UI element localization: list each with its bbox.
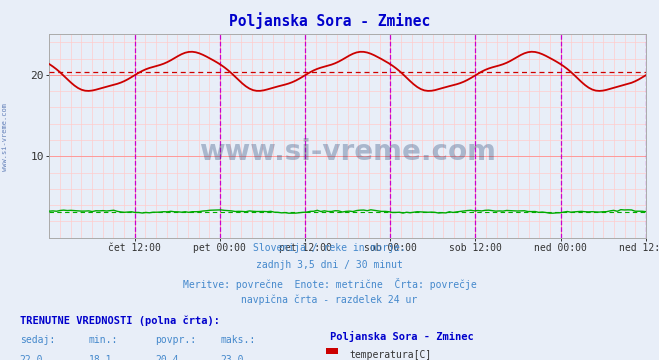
Text: sedaj:: sedaj: [20,335,55,345]
Text: min.:: min.: [89,335,119,345]
Text: Slovenija / reke in morje.: Slovenija / reke in morje. [253,243,406,253]
Text: Poljanska Sora - Zminec: Poljanska Sora - Zminec [229,13,430,30]
Text: 23,0: 23,0 [221,355,244,360]
Text: www.si-vreme.com: www.si-vreme.com [199,138,496,166]
Text: temperatura[C]: temperatura[C] [349,350,432,360]
Text: Poljanska Sora - Zminec: Poljanska Sora - Zminec [330,331,473,342]
Text: TRENUTNE VREDNOSTI (polna črta):: TRENUTNE VREDNOSTI (polna črta): [20,315,219,325]
Text: maks.:: maks.: [221,335,256,345]
Text: 22,0: 22,0 [20,355,43,360]
Text: www.si-vreme.com: www.si-vreme.com [2,103,9,171]
Text: 18,1: 18,1 [89,355,113,360]
Text: navpična črta - razdelek 24 ur: navpična črta - razdelek 24 ur [241,295,418,305]
Text: povpr.:: povpr.: [155,335,196,345]
Text: Meritve: povrečne  Enote: metrične  Črta: povrečje: Meritve: povrečne Enote: metrične Črta: … [183,278,476,289]
Text: zadnjh 3,5 dni / 30 minut: zadnjh 3,5 dni / 30 minut [256,260,403,270]
Text: 20,4: 20,4 [155,355,179,360]
